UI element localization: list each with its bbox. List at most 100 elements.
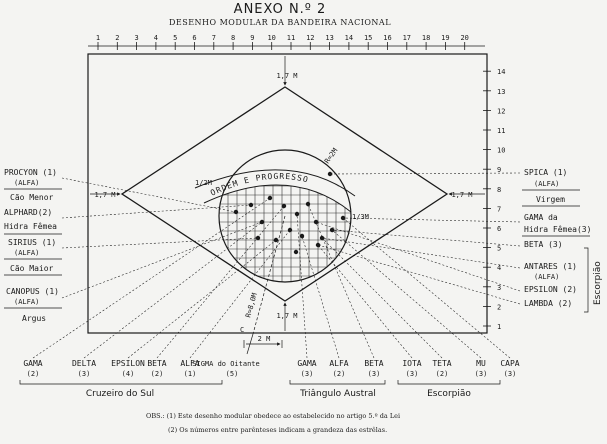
right-star-greek: (ALFA) [534, 273, 559, 281]
dim-bottom: 1,7 M [276, 312, 297, 320]
top-scale-label: 8 [231, 34, 235, 42]
yellow-rhombus [120, 86, 449, 302]
left-star-constellation: Argus [22, 314, 46, 323]
center-label: C [240, 326, 244, 334]
left-star-constellation: Hidra Fêmea [4, 221, 57, 231]
celestial-disc: ORDEM E PROGRESSO 1/2M 1/3M R=2M [194, 147, 369, 283]
bottom-star-name: BETA [147, 359, 166, 368]
star-dot [293, 249, 299, 255]
group-escorpiao: Escorpião [427, 389, 471, 399]
dim-top: 1,7 M [276, 72, 297, 80]
page-subtitle: DESENHO MODULAR DA BANDEIRA NACIONAL [169, 18, 391, 27]
bottom-star-magnitude: (3) [406, 370, 419, 378]
bottom-star-name: GAMA [23, 359, 42, 368]
bottom-star-name: MU [476, 359, 486, 368]
bottom-star-label: ALFA (2) [329, 359, 348, 378]
left-star-name: PROCYON (1) [4, 168, 57, 177]
top-scale-label: 6 [192, 34, 196, 42]
note-2: (2) Os números entre parênteses indicam … [168, 426, 387, 434]
right-scale-label: 5 [497, 245, 501, 253]
bottom-star-label: GAMA (3) [297, 359, 316, 378]
dim-arc-small: 1/2M [195, 179, 212, 187]
right-scale-label: 13 [497, 88, 505, 96]
motto-band-lower [203, 184, 352, 213]
leader-line [61, 236, 259, 249]
bottom-group-brackets [19, 380, 501, 385]
leader-line [295, 213, 308, 359]
bottom-star-label: BETA (3) [364, 359, 383, 378]
left-star-constellation: Cão Menor [10, 193, 54, 202]
top-scale-label: 12 [306, 34, 314, 42]
leader-line [127, 239, 277, 359]
bottom-star-label: SIGMA do Oitante (5) [192, 360, 259, 378]
top-scale-label: 3 [134, 34, 138, 42]
leader-line [189, 229, 291, 359]
top-scale-label: 11 [287, 34, 295, 42]
right-star-greek: (ALFA) [534, 180, 559, 188]
bottom-star-magnitude: (4) [122, 370, 135, 378]
bottom-star-label: CAPA (3) [500, 359, 519, 378]
top-scale-label: 14 [345, 34, 353, 42]
leader-line [321, 236, 521, 269]
right-scale-label: 11 [497, 127, 505, 135]
leader-lines [32, 172, 521, 359]
right-star-name: SPICA (1) [524, 168, 567, 177]
leader-line [83, 221, 263, 359]
right-scale-label: 6 [497, 225, 501, 233]
left-star-name: SIRIUS (1) [8, 238, 56, 247]
right-star-constellation: Virgem [536, 195, 565, 204]
bottom-star-label: BETA (2) [147, 359, 166, 378]
top-scale-label: 9 [250, 34, 254, 42]
top-scale-label: 13 [325, 34, 333, 42]
motto-band-upper [194, 169, 356, 197]
right-scale-label: 3 [497, 284, 501, 292]
bottom-star-magnitude: (3) [504, 370, 517, 378]
bottom-star-magnitude: (2) [27, 370, 40, 378]
leader-line [61, 177, 237, 213]
right-star-constellation: Hidra Fêmea(3) [524, 224, 591, 234]
right-scale-label: 10 [497, 147, 505, 155]
bottom-star-name: BETA [364, 359, 383, 368]
bottom-star-magnitude: (5) [226, 370, 239, 378]
top-scale-label: 19 [441, 34, 449, 42]
leader-line [331, 229, 482, 359]
bottom-star-name: DELTA [72, 359, 96, 368]
bottom-star-name: SIGMA do Oitante [192, 360, 259, 368]
left-star-labels: PROCYON (1) (ALFA) Cão Menor ALPHARD(2) … [4, 168, 62, 323]
leader-line [301, 235, 340, 359]
left-star-constellation: Cão Maior [10, 264, 54, 273]
right-scale-label: 2 [497, 303, 501, 311]
bottom-star-name: IOTA [402, 359, 421, 368]
bottom-star-label: EPSILON (4) [111, 359, 145, 378]
bottom-star-magnitude: (3) [301, 370, 314, 378]
left-star-greek: (ALFA) [14, 298, 39, 306]
right-star-name: EPSILON (2) [524, 285, 577, 294]
top-scale-label: 20 [460, 34, 468, 42]
right-star-name: ANTARES (1) [524, 262, 577, 271]
dim-right: 1,7 M [451, 191, 472, 199]
dim-bottom-width: 2 M [258, 335, 271, 343]
bottom-star-name: ALFA [180, 359, 199, 368]
bottom-star-label: DELTA (3) [72, 359, 96, 378]
right-scale-label: 14 [497, 68, 505, 76]
page-title: ANEXO N.º 2 [234, 2, 327, 17]
right-scale-label: 9 [497, 166, 501, 174]
bottom-star-label: GAMA (2) [23, 359, 42, 378]
top-scale-label: 5 [173, 34, 177, 42]
group-triangulo-austral: Triângulo Austral [299, 389, 376, 399]
left-star-name: ALPHARD(2) [4, 208, 52, 217]
right-scale-label: 4 [497, 264, 501, 272]
leader-line [342, 217, 511, 359]
top-scale-label: 16 [383, 34, 391, 42]
bottom-star-name: TETA [432, 359, 451, 368]
bottom-star-name: EPSILON [111, 359, 145, 368]
bottom-star-magnitude: (3) [78, 370, 91, 378]
right-scale-label: 7 [497, 205, 501, 213]
top-scale-label: 2 [115, 34, 119, 42]
bottom-star-label: ALFA (1) [180, 359, 199, 378]
right-star-name: GAMA da [524, 213, 558, 222]
leader-line [61, 203, 252, 219]
flag-rectangle [87, 53, 488, 334]
